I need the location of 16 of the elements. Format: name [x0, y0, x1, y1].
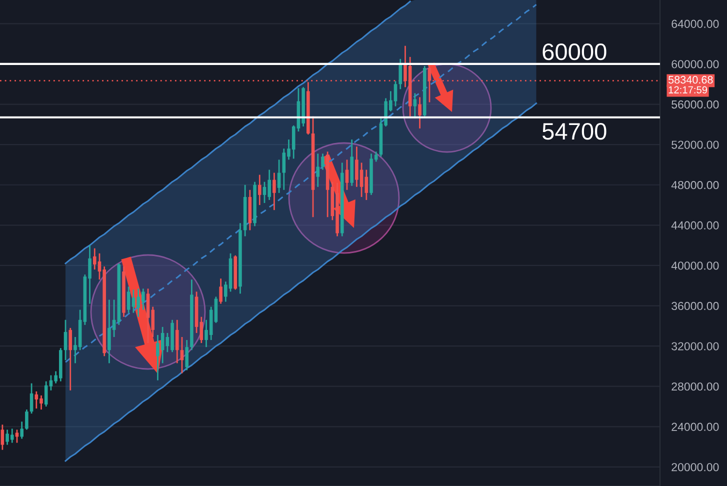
y-tick-label: 48000.00 [671, 180, 719, 190]
y-tick-label: 64000.00 [672, 20, 719, 28]
y-tick-label: 20000.00 [672, 463, 719, 472]
y-tick-label: 28000.00 [672, 382, 719, 391]
y-tick-label: 24000.00 [672, 422, 719, 431]
y-tick-label: 32000.00 [672, 342, 719, 350]
ref-line-label: 58340.68 [668, 76, 713, 84]
text: 12:17:59 [668, 86, 708, 94]
ref-line-label: 60000 [542, 43, 606, 60]
y-tick-label: 40000.00 [671, 262, 719, 270]
ref-line-label: 54700 [542, 122, 606, 140]
y-tick-label: 52000.00 [672, 140, 719, 149]
y-tick-label: 44000.00 [671, 221, 719, 230]
y-tick-label: 60000.00 [672, 60, 719, 68]
y-tick-label: 36000.00 [672, 302, 719, 310]
y-tick-label: 56000.00 [672, 100, 719, 109]
